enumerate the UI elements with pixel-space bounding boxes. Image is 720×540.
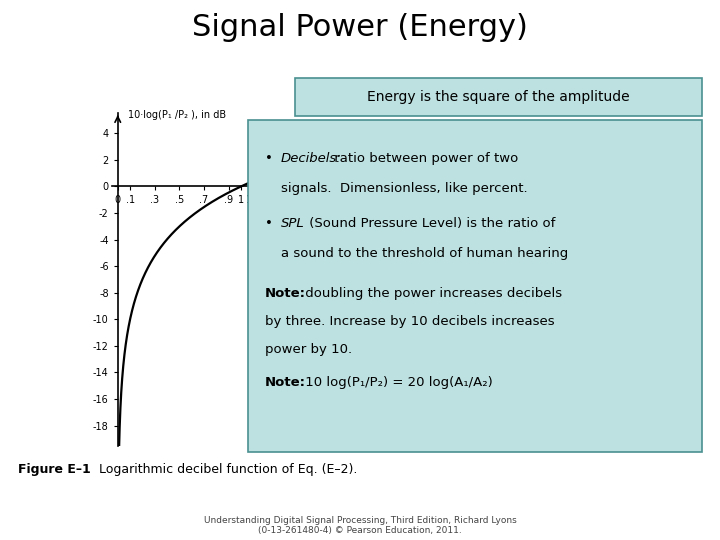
Text: doubling the power increases decibels: doubling the power increases decibels — [301, 287, 562, 300]
Text: SPL: SPL — [281, 217, 305, 230]
Text: (Sound Pressure Level) is the ratio of: (Sound Pressure Level) is the ratio of — [305, 217, 556, 230]
Text: •: • — [265, 152, 273, 165]
Text: Energy is the square of the amplitude: Energy is the square of the amplitude — [367, 90, 630, 104]
Text: Note:: Note: — [265, 376, 306, 389]
Text: •: • — [265, 217, 273, 230]
Text: 10·log(P₁ /P₂ ), in dB: 10·log(P₁ /P₂ ), in dB — [127, 110, 226, 120]
Text: Decibels:: Decibels: — [281, 152, 341, 165]
Text: P₁/P₂: P₁/P₂ — [382, 202, 408, 212]
Text: by three. Increase by 10 decibels increases: by three. Increase by 10 decibels increa… — [265, 315, 554, 328]
Text: Signal Power (Energy): Signal Power (Energy) — [192, 14, 528, 43]
Text: signals.  Dimensionless, like percent.: signals. Dimensionless, like percent. — [281, 182, 528, 195]
Text: Figure E–1: Figure E–1 — [18, 463, 91, 476]
Text: 10 log(P₁/P₂) = 20 log(A₁/A₂): 10 log(P₁/P₂) = 20 log(A₁/A₂) — [301, 376, 492, 389]
Text: a sound to the threshold of human hearing: a sound to the threshold of human hearin… — [281, 247, 568, 260]
Text: power by 10.: power by 10. — [265, 343, 352, 356]
Text: Note:: Note: — [265, 287, 306, 300]
Text: ratio between power of two: ratio between power of two — [330, 152, 518, 165]
Text: Understanding Digital Signal Processing, Third Edition, Richard Lyons
(0-13-2614: Understanding Digital Signal Processing,… — [204, 516, 516, 535]
Text: Logarithmic decibel function of Eq. (E–2).: Logarithmic decibel function of Eq. (E–2… — [83, 463, 357, 476]
